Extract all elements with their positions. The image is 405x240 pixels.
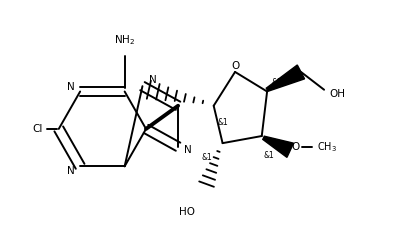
Text: O: O [291, 142, 299, 152]
Text: &1: &1 [217, 118, 228, 127]
Text: &1: &1 [271, 78, 281, 87]
Text: N: N [148, 75, 156, 85]
Text: HO: HO [179, 207, 194, 217]
Text: Cl: Cl [32, 124, 43, 134]
Text: N: N [67, 166, 75, 176]
Text: N: N [67, 82, 75, 92]
Text: CH$_3$: CH$_3$ [316, 140, 336, 154]
Polygon shape [266, 65, 304, 91]
Text: O: O [230, 60, 239, 71]
Text: NH$_2$: NH$_2$ [114, 33, 135, 47]
Text: OH: OH [328, 89, 345, 99]
Text: &1: &1 [201, 153, 211, 162]
Text: &1: &1 [263, 151, 274, 160]
Polygon shape [262, 136, 293, 157]
Text: N: N [184, 145, 192, 155]
